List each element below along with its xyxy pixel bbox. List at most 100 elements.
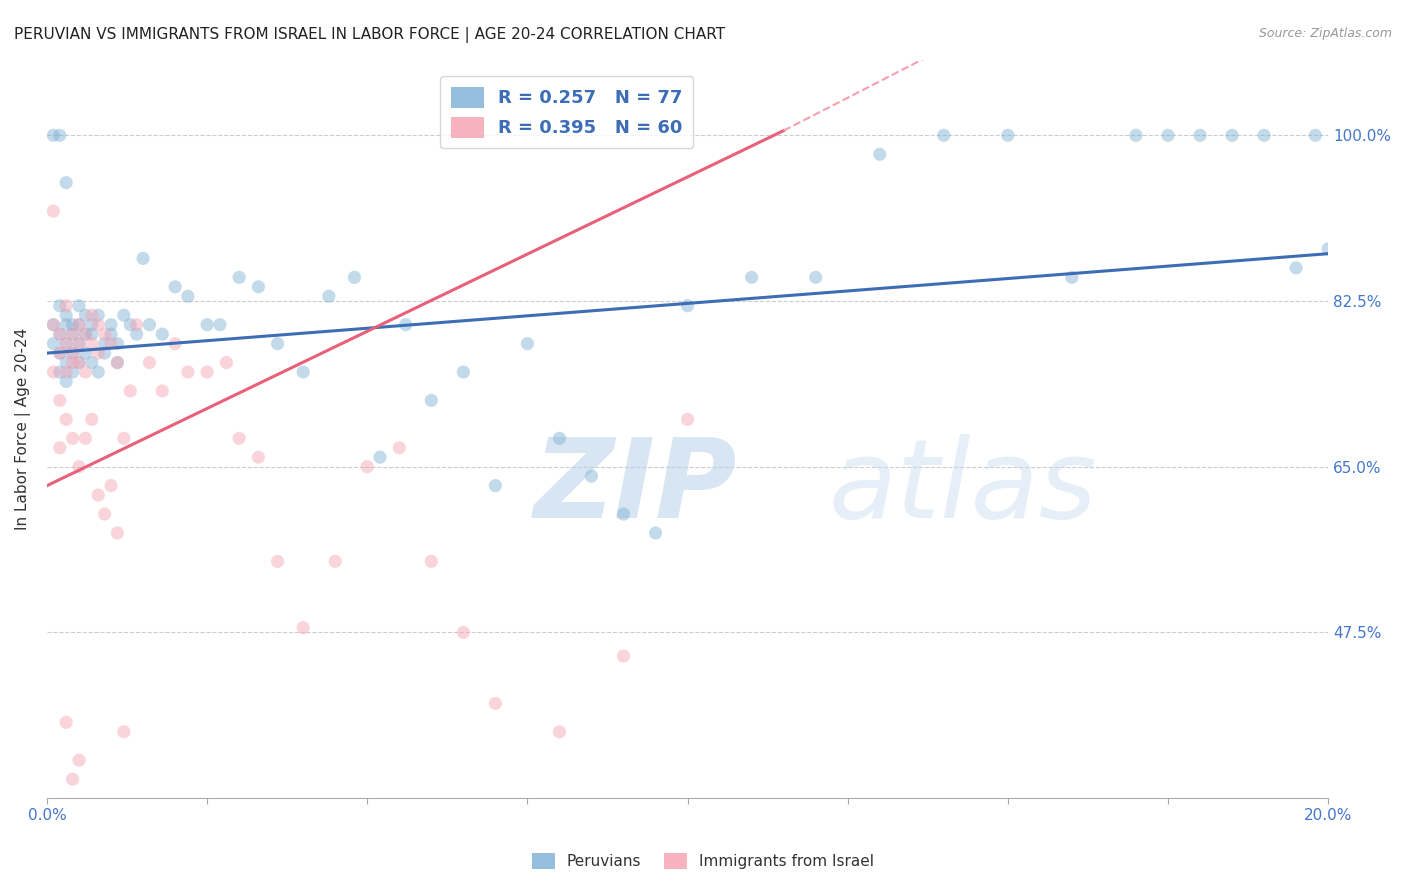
Point xyxy=(1220,128,1243,143)
Point xyxy=(120,384,142,398)
Point xyxy=(138,355,160,369)
Point xyxy=(80,318,103,332)
Point xyxy=(55,336,77,351)
Point xyxy=(1157,128,1180,143)
Point xyxy=(420,554,443,568)
Point xyxy=(100,336,122,351)
Point xyxy=(165,280,187,294)
Point xyxy=(62,327,84,342)
Point xyxy=(55,299,77,313)
Point xyxy=(67,318,90,332)
Point xyxy=(42,318,65,332)
Point xyxy=(266,554,288,568)
Point xyxy=(388,441,411,455)
Point xyxy=(548,724,571,739)
Point xyxy=(55,318,77,332)
Point xyxy=(125,318,148,332)
Point xyxy=(932,128,955,143)
Point xyxy=(55,412,77,426)
Point xyxy=(343,270,366,285)
Point xyxy=(62,772,84,786)
Point xyxy=(55,365,77,379)
Point xyxy=(150,327,173,342)
Point xyxy=(107,336,129,351)
Text: Source: ZipAtlas.com: Source: ZipAtlas.com xyxy=(1258,27,1392,40)
Point xyxy=(453,365,475,379)
Point xyxy=(1285,260,1308,275)
Point xyxy=(997,128,1019,143)
Point xyxy=(67,355,90,369)
Point xyxy=(318,289,340,303)
Point xyxy=(93,336,115,351)
Point xyxy=(165,336,187,351)
Point xyxy=(1317,242,1340,256)
Point xyxy=(62,365,84,379)
Point xyxy=(356,459,378,474)
Point xyxy=(107,526,129,541)
Text: PERUVIAN VS IMMIGRANTS FROM ISRAEL IN LABOR FORCE | AGE 20-24 CORRELATION CHART: PERUVIAN VS IMMIGRANTS FROM ISRAEL IN LA… xyxy=(14,27,725,43)
Point xyxy=(49,393,72,408)
Point xyxy=(75,365,97,379)
Point xyxy=(741,270,763,285)
Point xyxy=(75,327,97,342)
Point xyxy=(80,355,103,369)
Point xyxy=(100,318,122,332)
Point xyxy=(516,336,538,351)
Point xyxy=(49,327,72,342)
Point xyxy=(87,308,110,322)
Point xyxy=(62,327,84,342)
Y-axis label: In Labor Force | Age 20-24: In Labor Force | Age 20-24 xyxy=(15,327,31,530)
Point xyxy=(49,299,72,313)
Point xyxy=(75,308,97,322)
Point xyxy=(55,375,77,389)
Point xyxy=(55,176,77,190)
Point xyxy=(138,318,160,332)
Point xyxy=(644,526,666,541)
Point xyxy=(676,299,699,313)
Text: atlas: atlas xyxy=(828,434,1097,541)
Point xyxy=(62,355,84,369)
Point xyxy=(49,365,72,379)
Point xyxy=(55,715,77,730)
Point xyxy=(247,280,270,294)
Point xyxy=(581,469,603,483)
Point xyxy=(55,355,77,369)
Point xyxy=(804,270,827,285)
Point xyxy=(87,488,110,502)
Point xyxy=(42,128,65,143)
Point xyxy=(42,336,65,351)
Point xyxy=(112,724,135,739)
Point xyxy=(177,289,200,303)
Point xyxy=(120,318,142,332)
Point xyxy=(1189,128,1212,143)
Point xyxy=(266,336,288,351)
Point xyxy=(107,355,129,369)
Point xyxy=(75,431,97,445)
Point xyxy=(612,507,634,521)
Point xyxy=(395,318,418,332)
Point xyxy=(132,252,155,266)
Point xyxy=(67,336,90,351)
Point xyxy=(75,327,97,342)
Point xyxy=(62,346,84,360)
Point xyxy=(100,327,122,342)
Point xyxy=(125,327,148,342)
Point xyxy=(67,355,90,369)
Point xyxy=(49,327,72,342)
Point xyxy=(208,318,231,332)
Point xyxy=(292,365,315,379)
Point xyxy=(42,318,65,332)
Point xyxy=(93,507,115,521)
Point xyxy=(177,365,200,379)
Point xyxy=(1060,270,1083,285)
Point xyxy=(228,431,250,445)
Point xyxy=(49,128,72,143)
Text: ZIP: ZIP xyxy=(534,434,737,541)
Point xyxy=(1125,128,1147,143)
Point xyxy=(292,621,315,635)
Point xyxy=(67,299,90,313)
Point xyxy=(42,204,65,219)
Point xyxy=(80,412,103,426)
Point xyxy=(453,625,475,640)
Point xyxy=(49,346,72,360)
